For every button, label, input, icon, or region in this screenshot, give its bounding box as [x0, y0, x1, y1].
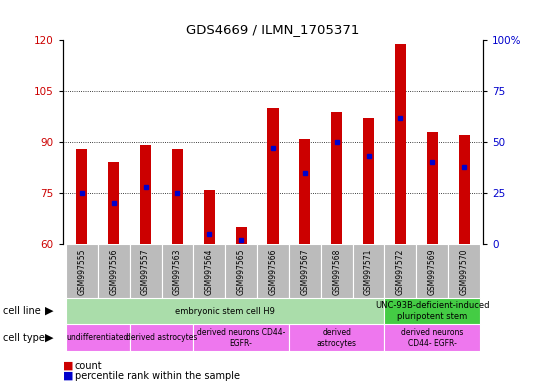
Text: GSM997567: GSM997567	[300, 248, 310, 295]
Bar	[235, 227, 247, 244]
Text: ▶: ▶	[45, 306, 54, 316]
Text: UNC-93B-deficient-induced
pluripotent stem: UNC-93B-deficient-induced pluripotent st…	[375, 301, 490, 321]
Bar	[193, 324, 289, 351]
Text: ■: ■	[63, 361, 73, 371]
Bar	[130, 244, 162, 298]
Bar	[448, 244, 480, 298]
Bar	[162, 244, 193, 298]
Text: embryonic stem cell H9: embryonic stem cell H9	[175, 306, 275, 316]
Text: undifferentiated: undifferentiated	[67, 333, 129, 343]
Text: derived neurons
CD44- EGFR-: derived neurons CD44- EGFR-	[401, 328, 464, 348]
Text: GSM997565: GSM997565	[236, 248, 246, 295]
Text: ▶: ▶	[45, 333, 54, 343]
Text: GSM997556: GSM997556	[109, 248, 118, 295]
Text: GSM997557: GSM997557	[141, 248, 150, 295]
Bar	[289, 324, 384, 351]
Text: derived astrocytes: derived astrocytes	[126, 333, 197, 343]
Text: GSM997571: GSM997571	[364, 248, 373, 295]
Bar	[193, 244, 225, 298]
Text: GSM997563: GSM997563	[173, 248, 182, 295]
Text: derived
astrocytes: derived astrocytes	[317, 328, 357, 348]
Text: GSM997572: GSM997572	[396, 248, 405, 295]
Bar	[353, 244, 384, 298]
Text: GSM997564: GSM997564	[205, 248, 214, 295]
Text: GSM997569: GSM997569	[428, 248, 437, 295]
Text: ■: ■	[63, 371, 73, 381]
Bar	[140, 146, 151, 244]
Bar	[130, 324, 193, 351]
Text: GSM997555: GSM997555	[78, 248, 86, 295]
Text: GSM997566: GSM997566	[269, 248, 277, 295]
Text: cell line: cell line	[3, 306, 40, 316]
Title: GDS4669 / ILMN_1705371: GDS4669 / ILMN_1705371	[186, 23, 360, 36]
Bar	[66, 244, 98, 298]
Bar	[395, 44, 406, 244]
Text: cell type: cell type	[3, 333, 45, 343]
Bar	[204, 190, 215, 244]
Bar	[426, 132, 438, 244]
Bar	[299, 139, 311, 244]
Bar	[76, 149, 87, 244]
Bar	[225, 244, 257, 298]
Bar	[289, 244, 321, 298]
Text: derived neurons CD44-
EGFR-: derived neurons CD44- EGFR-	[197, 328, 286, 348]
Bar	[331, 112, 342, 244]
Bar	[384, 324, 480, 351]
Text: percentile rank within the sample: percentile rank within the sample	[75, 371, 240, 381]
Bar	[384, 244, 417, 298]
Bar	[66, 298, 384, 324]
Bar	[321, 244, 353, 298]
Bar	[257, 244, 289, 298]
Bar	[108, 162, 120, 244]
Bar	[459, 135, 470, 244]
Text: GSM997568: GSM997568	[332, 248, 341, 295]
Text: count: count	[75, 361, 103, 371]
Bar	[172, 149, 183, 244]
Bar	[268, 108, 278, 244]
Bar	[384, 298, 480, 324]
Bar	[416, 244, 448, 298]
Bar	[98, 244, 130, 298]
Bar	[363, 118, 374, 244]
Bar	[66, 324, 130, 351]
Text: GSM997570: GSM997570	[460, 248, 468, 295]
